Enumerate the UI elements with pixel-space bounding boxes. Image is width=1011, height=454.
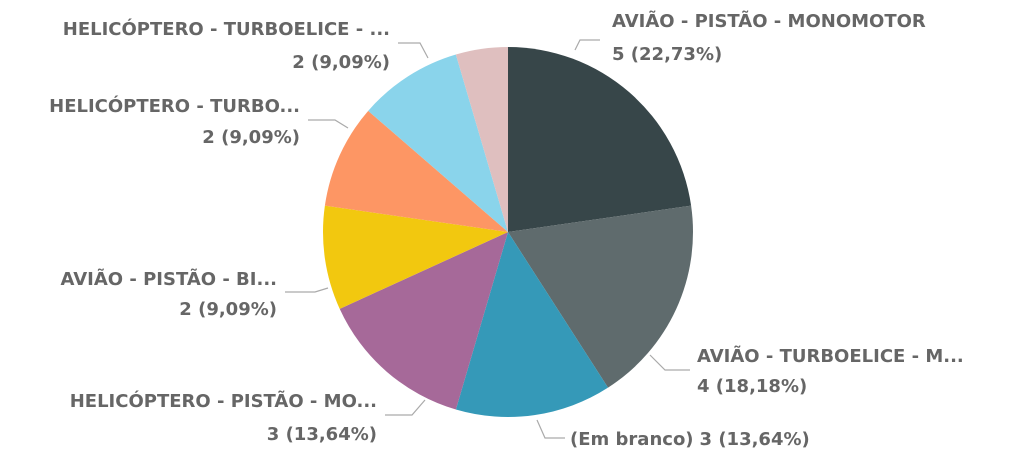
value-label: 3 (13,64%) — [267, 424, 377, 445]
leader-line — [649, 354, 690, 371]
pie-slice — [368, 54, 508, 232]
pie-slice — [508, 205, 693, 388]
category-label: HELICÓPTERO - PISTÃO - MO... — [70, 389, 377, 412]
category-label: (Em branco) — [570, 429, 694, 450]
pie-slice — [339, 232, 508, 410]
value-label: 2 (9,09%) — [179, 299, 277, 320]
category-label: AVIÃO - TURBOELICE - M... — [697, 344, 964, 367]
pie-slice — [455, 232, 609, 417]
category-label: HELICÓPTERO - TURBOELICE - ... — [63, 18, 390, 40]
value-label: 2 (9,09%) — [202, 127, 300, 148]
pie-slice — [455, 47, 508, 232]
pie-slice — [324, 110, 508, 232]
value-label: 5 (22,73%) — [612, 44, 722, 65]
leader-line — [574, 39, 600, 51]
leader-line — [385, 399, 426, 416]
value-label: 2 (9,09%) — [292, 52, 390, 73]
value-label: 4 (18,18%) — [697, 376, 807, 397]
category-label: AVIÃO - PISTÃO - MONOMOTOR — [612, 9, 926, 32]
pie-slice — [322, 205, 508, 309]
leader-line — [536, 419, 565, 439]
leader-line — [285, 287, 329, 293]
value-label: 3 (13,64%) — [700, 429, 810, 450]
leader-line — [398, 42, 429, 59]
slice-label: (Em branco) 3 (13,64%) — [570, 429, 810, 450]
category-label: HELICÓPTERO - TURBO... — [49, 95, 300, 117]
pie-slice — [508, 47, 692, 232]
category-label: AVIÃO - PISTÃO - BI... — [61, 267, 277, 290]
leader-line — [308, 119, 349, 129]
